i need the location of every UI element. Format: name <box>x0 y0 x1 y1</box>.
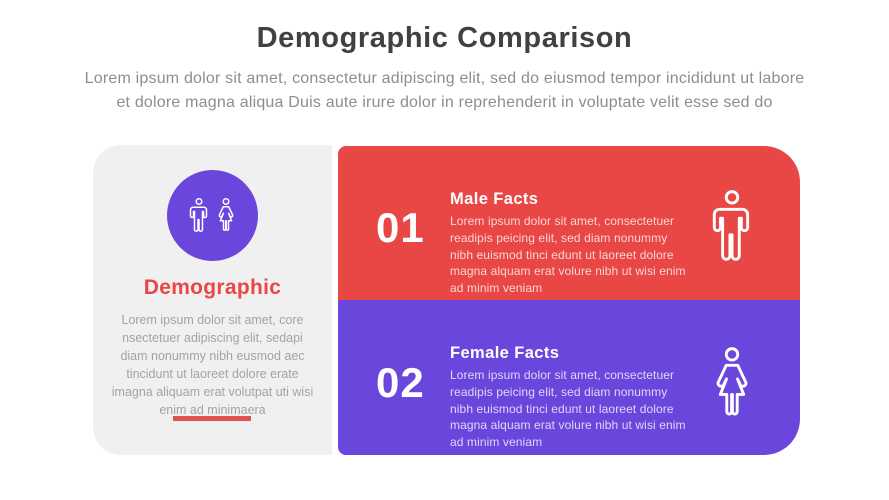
fact-description: Lorem ipsum dolor sit amet, consectetuer… <box>450 214 686 296</box>
fact-title: Male Facts <box>450 190 539 208</box>
female-facts-panel: 02 Female Facts Lorem ipsum dolor sit am… <box>338 300 800 455</box>
male-icon <box>709 189 755 264</box>
fact-number: 01 <box>376 204 425 251</box>
fact-title: Female Facts <box>450 344 560 362</box>
male-icon <box>189 198 208 232</box>
page-subtitle: Lorem ipsum dolor sit amet, consectetur … <box>34 67 855 115</box>
card-description: Lorem ipsum dolor sit amet, core nsectet… <box>111 313 314 417</box>
accent-underline <box>173 416 251 421</box>
page-title: Demographic Comparison <box>256 22 633 54</box>
fact-number: 02 <box>376 359 425 406</box>
subtitle-line-1: Lorem ipsum dolor sit amet, consectetur … <box>84 70 805 87</box>
subtitle-line-2: et dolore magna aliqua Duis aute irure d… <box>116 94 773 111</box>
fact-description: Lorem ipsum dolor sit amet, consectetuer… <box>450 368 686 450</box>
male-facts-panel: 01 Male Facts Lorem ipsum dolor sit amet… <box>338 146 800 300</box>
male-female-couple-icon <box>167 170 258 261</box>
female-icon <box>709 346 755 421</box>
demographic-card: Demographic Lorem ipsum dolor sit amet, … <box>93 145 332 455</box>
female-icon <box>218 198 234 231</box>
card-title: Demographic <box>143 276 282 299</box>
